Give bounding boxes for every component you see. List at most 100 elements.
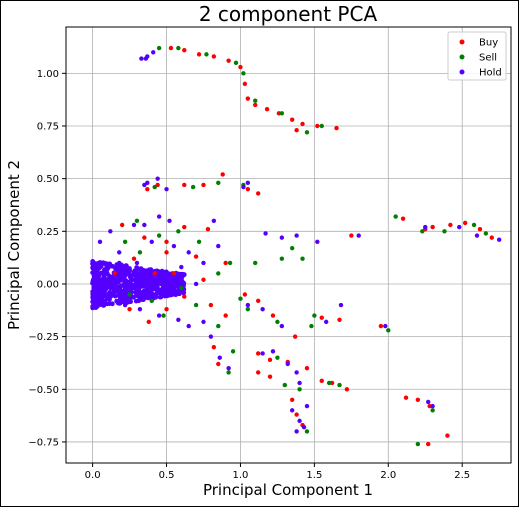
- hold-point: [137, 307, 143, 312]
- hold-point: [338, 302, 344, 308]
- hold-point: [285, 361, 290, 367]
- hold-cluster-point: [100, 283, 106, 289]
- buy-point: [304, 366, 310, 371]
- hold-cluster-point: [101, 298, 107, 304]
- buy-point: [182, 182, 187, 188]
- y-axis-title: Principal Component 2: [5, 160, 23, 330]
- hold-cluster-point: [148, 289, 154, 295]
- y-tick-label: −0.50: [28, 385, 59, 396]
- hold-point: [260, 351, 265, 356]
- hold-point: [201, 260, 206, 266]
- sell-point: [326, 380, 332, 386]
- hold-point: [171, 243, 177, 249]
- sell-point: [122, 239, 128, 245]
- y-tick-label: 0.00: [37, 279, 59, 290]
- x-tick-label: 0.0: [85, 470, 101, 481]
- hold-point: [430, 403, 435, 409]
- sell-point: [442, 229, 447, 234]
- hold-point: [102, 260, 107, 266]
- buy-point: [211, 54, 217, 59]
- buy-point: [182, 224, 187, 230]
- hold-cluster-point: [136, 298, 142, 304]
- hold-cluster-point: [158, 276, 163, 281]
- hold-cluster-point: [118, 277, 124, 283]
- hold-point: [294, 370, 299, 375]
- hold-cluster-point: [124, 283, 129, 289]
- hold-point: [217, 355, 222, 360]
- hold-point: [176, 317, 181, 322]
- buy-point: [255, 298, 261, 304]
- hold-series: [97, 50, 502, 434]
- hold-cluster-point: [141, 297, 146, 302]
- hold-cluster-point: [106, 278, 112, 283]
- buy-point: [289, 397, 295, 403]
- sell-point: [204, 52, 209, 57]
- buy-point: [131, 256, 137, 261]
- hold-cluster-point: [101, 287, 107, 293]
- sell-point: [238, 296, 243, 301]
- buy-point: [193, 254, 199, 259]
- buy-point: [294, 128, 299, 133]
- hold-cluster-point: [96, 289, 102, 295]
- buy-point: [152, 271, 157, 276]
- buy-point: [145, 186, 150, 192]
- hold-cluster-point: [111, 285, 117, 290]
- buy-point: [127, 307, 132, 312]
- hold-point: [156, 214, 162, 219]
- hold-cluster-point: [178, 271, 184, 277]
- hold-cluster-point: [175, 288, 181, 294]
- sell-point: [289, 245, 295, 251]
- hold-point: [186, 323, 191, 329]
- hold-cluster-point: [140, 278, 146, 283]
- hold-cluster-point: [163, 277, 169, 283]
- hold-point: [105, 292, 110, 297]
- buy-point: [489, 235, 494, 240]
- hold-cluster-point: [112, 275, 117, 281]
- hold-point: [301, 424, 307, 430]
- legend: Buy Sell Hold: [447, 31, 507, 81]
- axis-ticks: 0.0 0.5 1.0 1.5 2.0 2.5 −0.75 −0.50 −0.25 0.00 0.2…: [28, 69, 470, 481]
- sell-point: [300, 256, 305, 261]
- buy-point: [400, 216, 406, 221]
- hold-point: [117, 250, 122, 255]
- buy-point: [216, 361, 221, 367]
- buy-point: [294, 412, 299, 417]
- hold-cluster-point: [94, 279, 100, 285]
- hold-cluster-point: [128, 278, 134, 284]
- hold-cluster-point: [166, 280, 172, 286]
- hold-point: [193, 281, 199, 287]
- hold-cluster-point: [179, 278, 184, 284]
- buy-point: [267, 374, 273, 379]
- sell-point: [230, 349, 236, 354]
- hold-point: [216, 243, 221, 249]
- legend-label-hold: Hold: [479, 68, 502, 79]
- sell-point: [275, 355, 280, 360]
- buy-point: [245, 96, 251, 101]
- hold-point: [211, 218, 217, 223]
- sell-point: [282, 382, 288, 388]
- sell-point: [226, 370, 231, 375]
- hold-point: [164, 186, 169, 192]
- hold-point: [279, 323, 285, 329]
- sell-point: [216, 323, 221, 329]
- buy-point: [319, 315, 324, 320]
- buy-point: [146, 319, 151, 325]
- hold-point: [226, 366, 231, 371]
- plot-frame: [65, 26, 512, 464]
- hold-cluster-point: [126, 266, 131, 272]
- hold-point: [304, 403, 310, 409]
- hold-cluster-point: [131, 294, 137, 300]
- buy-point: [264, 106, 270, 112]
- buy-point: [242, 292, 248, 297]
- legend-label-sell: Sell: [479, 53, 497, 64]
- hold-cluster-point: [121, 265, 127, 271]
- y-tick-label: 0.75: [37, 121, 59, 132]
- sell-point: [216, 180, 221, 186]
- hold-point: [426, 399, 431, 405]
- buy-point: [119, 222, 125, 228]
- hold-cluster-point: [162, 271, 168, 277]
- hold-point: [263, 231, 268, 236]
- sell-point: [196, 239, 202, 245]
- buy-point: [289, 117, 295, 122]
- hold-point: [201, 319, 206, 325]
